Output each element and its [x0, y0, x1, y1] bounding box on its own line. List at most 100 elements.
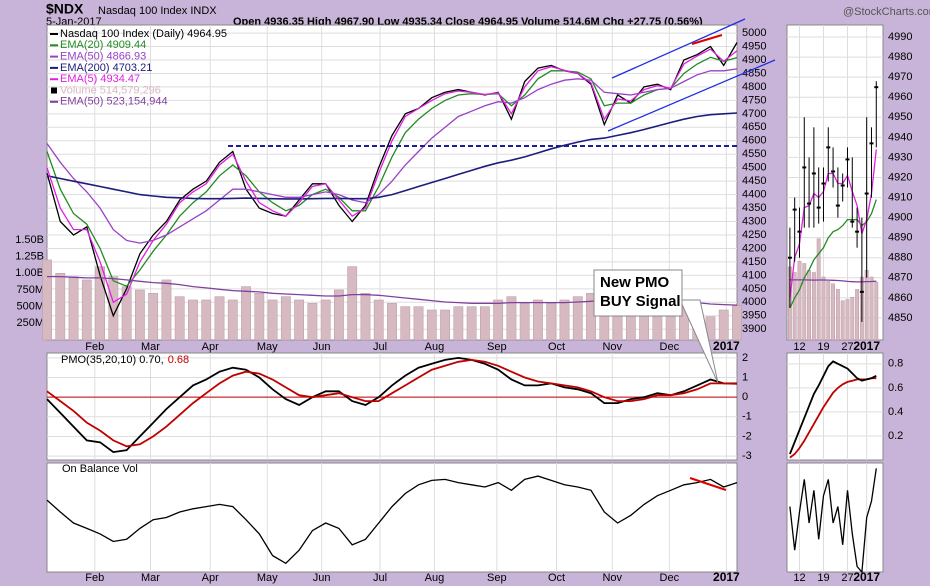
volume-bar [506, 296, 517, 341]
volume-bar [572, 296, 583, 341]
y-tick-label: 4750 [742, 94, 766, 106]
volume-bar [134, 289, 145, 341]
series-line [46, 112, 738, 200]
x-tick-label: Nov [602, 572, 622, 584]
x-tick-label: Oct [548, 572, 565, 584]
y-tick-label: 2 [742, 352, 748, 364]
volume-bar [466, 306, 477, 341]
y-tick-label: 4860 [888, 292, 912, 304]
y-tick-label: -2 [742, 430, 752, 442]
x-tick-label: 27 [841, 572, 853, 584]
symbol: $NDX [46, 1, 84, 17]
volume-bar [387, 303, 397, 341]
volume-bar [479, 306, 490, 341]
x-tick-label: 12 [793, 341, 805, 353]
volume-bar [81, 279, 92, 341]
volume-bar [68, 276, 79, 341]
series-line [789, 360, 877, 455]
y-tick-label: 0.4 [888, 406, 903, 418]
panel [46, 352, 738, 461]
volume-bar [811, 272, 816, 341]
y-tick-label: 4700 [742, 108, 766, 120]
x-tick-label: Sep [487, 572, 507, 584]
volume-bar [864, 270, 869, 341]
y-tick-label: 4650 [742, 121, 766, 133]
volume-bar [413, 306, 424, 341]
volume-bar [426, 309, 437, 341]
x-tick-label: Mar [141, 572, 160, 584]
y-tick-label: 4050 [742, 283, 766, 295]
series-line [46, 475, 738, 565]
channel-lower [607, 59, 776, 132]
x-tick-label: Dec [660, 341, 680, 353]
x-tick-label: Jun [313, 341, 331, 353]
volume-bar [55, 273, 66, 341]
series-line [46, 358, 738, 448]
volume-bar [840, 300, 845, 341]
x-tick-label: Jul [373, 572, 387, 584]
y-tick-label: 4850 [888, 312, 912, 324]
volume-bar [307, 303, 318, 341]
volume-bar [400, 306, 411, 341]
volume-bar [816, 238, 821, 341]
volume-bar [267, 299, 278, 341]
legend-label: EMA(50) 523,154,944 [60, 96, 168, 108]
y-tick-label: 4890 [888, 232, 912, 244]
legend-swatch [51, 87, 57, 94]
volume-bar [732, 305, 742, 341]
volume-bar [334, 289, 344, 341]
volume-bar [241, 286, 251, 341]
obv-trend [689, 477, 727, 491]
volume-bar [95, 266, 105, 341]
volume-bar [586, 293, 596, 341]
x-tick-label: Feb [85, 341, 104, 353]
legend-label: EMA(200) 4703.21 [60, 62, 152, 74]
x-tick-label: Jun [313, 572, 331, 584]
y-tick-label: 4970 [888, 71, 912, 83]
y-tick-label: 4500 [742, 162, 766, 174]
volume-bar [869, 276, 874, 341]
x-tick-label: Sep [487, 341, 507, 353]
y-tick-label: 4900 [888, 212, 912, 224]
y-tick-label: 4960 [888, 91, 912, 103]
y2-tick-label: 1.50B [15, 234, 44, 246]
series-line [46, 68, 738, 244]
y-tick-label: 4100 [742, 269, 766, 281]
x-tick-label: 2017 [853, 339, 880, 353]
panel-title: On Balance Vol [62, 463, 138, 475]
y-tick-label: 4550 [742, 148, 766, 160]
legend-label: EMA(20) 4909.44 [60, 39, 146, 51]
x-tick-label: 2017 [853, 570, 880, 584]
y-tick-label: 4350 [742, 202, 766, 214]
volume-bar [188, 299, 198, 341]
x-tick-label: 12 [793, 572, 805, 584]
y-tick-label: 3950 [742, 310, 766, 322]
volume-bar [845, 299, 850, 341]
y-tick-label: 4600 [742, 135, 766, 147]
y-tick-label: 1 [742, 371, 748, 383]
y-tick-label: 4980 [888, 51, 912, 63]
series-line [46, 42, 738, 318]
y-tick-label: 4450 [742, 175, 766, 187]
x-tick-label: Jul [373, 341, 387, 353]
volume-bar [440, 309, 450, 341]
series-line [46, 48, 738, 304]
volume-bar [826, 281, 831, 341]
x-tick-label: 27 [841, 341, 853, 353]
callout-pointer [679, 299, 719, 384]
volume-bar [254, 293, 265, 341]
legend-label: EMA(5) 4934.47 [60, 73, 140, 85]
volume-bar [831, 283, 836, 341]
x-tick-label: May [257, 341, 278, 353]
volume-bar [874, 281, 879, 341]
y-tick-label: -1 [742, 411, 752, 423]
volume-bar [493, 299, 504, 341]
volume-bar [718, 309, 729, 341]
y-tick-label: 4800 [742, 81, 766, 93]
legend-label: Nasdaq 100 Index (Daily) 4964.95 [60, 28, 227, 40]
callout-box [593, 269, 683, 317]
y-tick-label: 4150 [742, 256, 766, 268]
y-tick-label: 4910 [888, 191, 912, 203]
volume-bar [807, 270, 812, 341]
